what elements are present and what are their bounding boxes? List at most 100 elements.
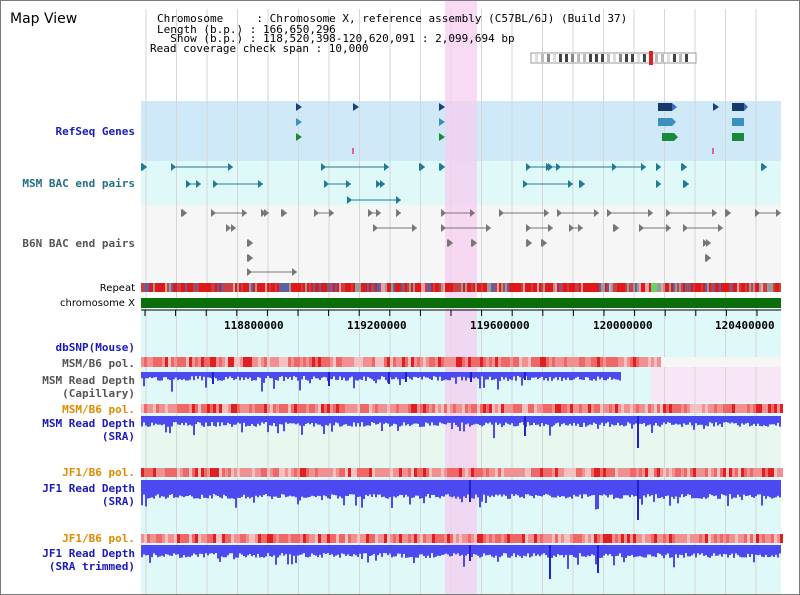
jf1-b6-pol-2 [327,534,330,543]
track-label-dbsnp[interactable]: dbSNP(Mouse) [55,341,135,354]
jf1-depth-sra [649,480,651,497]
msm-depth-sra [661,416,663,425]
msm-depth-capillary [235,372,237,379]
jf1-depth-sra [757,480,759,495]
jf1-depth-sra [603,480,605,495]
jf1-depth-trimmed [267,545,269,554]
msm-b6-pol-1 [564,357,567,367]
jf1-depth-trimmed [207,545,209,556]
jf1-b6-pol-1 [594,468,597,477]
msm-depth-capillary [405,372,407,382]
jf1-depth-trimmed [573,545,575,558]
msm-b6-pol-2 [777,404,780,413]
msm-depth-capillary [407,372,409,377]
msm-depth-capillary [509,372,511,380]
msm-b6-pol-2 [162,404,165,413]
jf1-depth-trimmed [259,545,261,558]
refseq-gene [674,133,678,141]
jf1-depth-trimmed [193,545,195,554]
msm-depth-sra [695,416,697,424]
jf1-b6-pol-1 [156,468,159,477]
msm-b6-pol-2 [372,404,375,413]
msm-depth-capillary [295,372,297,378]
repeat-segment [759,283,761,292]
msm-depth-capillary [379,372,381,380]
msm-depth-sra [289,416,291,424]
repeat-segment [243,283,245,292]
jf1-depth-sra [219,480,221,498]
repeat-segment [175,283,177,292]
jf1-depth-trimmed [519,545,521,557]
jf1-b6-pol-2 [606,534,609,543]
jf1-depth-sra [317,480,319,496]
repeat-segment [223,283,225,292]
msm-depth-sra [297,416,299,424]
msm-depth-sra [601,416,603,423]
b6n-bac-pair [314,209,319,217]
msm-depth-capillary [607,372,609,379]
jf1-depth-trimmed [685,545,687,554]
jf1-b6-pol-2 [477,534,480,543]
jf1-depth-sra [489,480,491,498]
jf1-b6-pol-1 [234,468,237,477]
repeat-segment [331,283,333,292]
jf1-b6-pol-2 [471,534,474,543]
msm-depth-sra [557,416,559,423]
msm-depth-sra [593,416,595,423]
msm-b6-pol-1 [336,357,339,367]
jf1-depth-trimmed [215,545,217,554]
jf1-b6-pol-1 [702,468,705,477]
msm-depth-sra [215,416,217,427]
jf1-b6-pol-1 [183,468,186,477]
jf1-b6-pol-2 [684,534,687,543]
jf1-depth-trimmed [309,545,311,557]
jf1-b6-pol-2 [558,534,561,543]
msm-bac-pair [548,163,553,171]
msm-b6-pol-2 [564,404,567,413]
jf1-depth-trimmed [563,545,565,558]
jf1-depth-sra [557,480,559,496]
repeat-segment [753,283,755,292]
jf1-b6-pol-2 [168,534,171,543]
jf1-b6-pol-1 [576,468,579,477]
jf1-b6-pol-1 [429,468,432,477]
ideogram-band [661,54,664,62]
msm-b6-pol-1 [483,357,486,367]
jf1-depth-trimmed [377,545,379,556]
repeat-segment [477,283,479,292]
repeat-segment [523,283,525,292]
repeat-segment [207,283,209,292]
jf1-b6-pol-2 [750,534,753,543]
jf1-b6-pol-2 [591,534,594,543]
jf1-b6-pol-1 [714,468,717,477]
msm-depth-sra [711,416,713,424]
msm-depth-sra [357,416,359,424]
jf1-b6-pol-2 [768,534,771,543]
jf1-depth-trimmed [713,545,715,554]
track-label-msm-bac[interactable]: MSM BAC end pairs [22,177,135,190]
jf1-b6-pol-1 [372,468,375,477]
repeat-segment [629,283,631,292]
jf1-depth-trimmed [421,545,423,555]
msm-depth-sra [309,416,311,425]
track-label-refseq[interactable]: RefSeq Genes [55,125,135,138]
repeat-segment [491,283,493,292]
jf1-depth-sra [371,480,373,497]
repeat-segment [413,283,415,292]
msm-depth-capillary [281,372,283,377]
jf1-depth-sra [153,480,155,499]
repeat-segment [681,283,683,292]
repeat-segment [597,283,599,292]
msm-b6-pol-1 [150,357,153,367]
jf1-b6-pol-1 [723,468,726,477]
track-label-b6n-bac[interactable]: B6N BAC end pairs [22,237,135,250]
msm-depth-sra [613,416,615,426]
msm-b6-pol-1 [189,357,192,367]
msm-depth-sra [393,416,395,424]
jf1-b6-pol-1 [330,468,333,477]
msm-b6-pol-2 [480,404,483,413]
repeat-segment [293,283,295,292]
jf1-depth-trimmed [553,545,555,556]
msm-depth-capillary [505,372,507,378]
